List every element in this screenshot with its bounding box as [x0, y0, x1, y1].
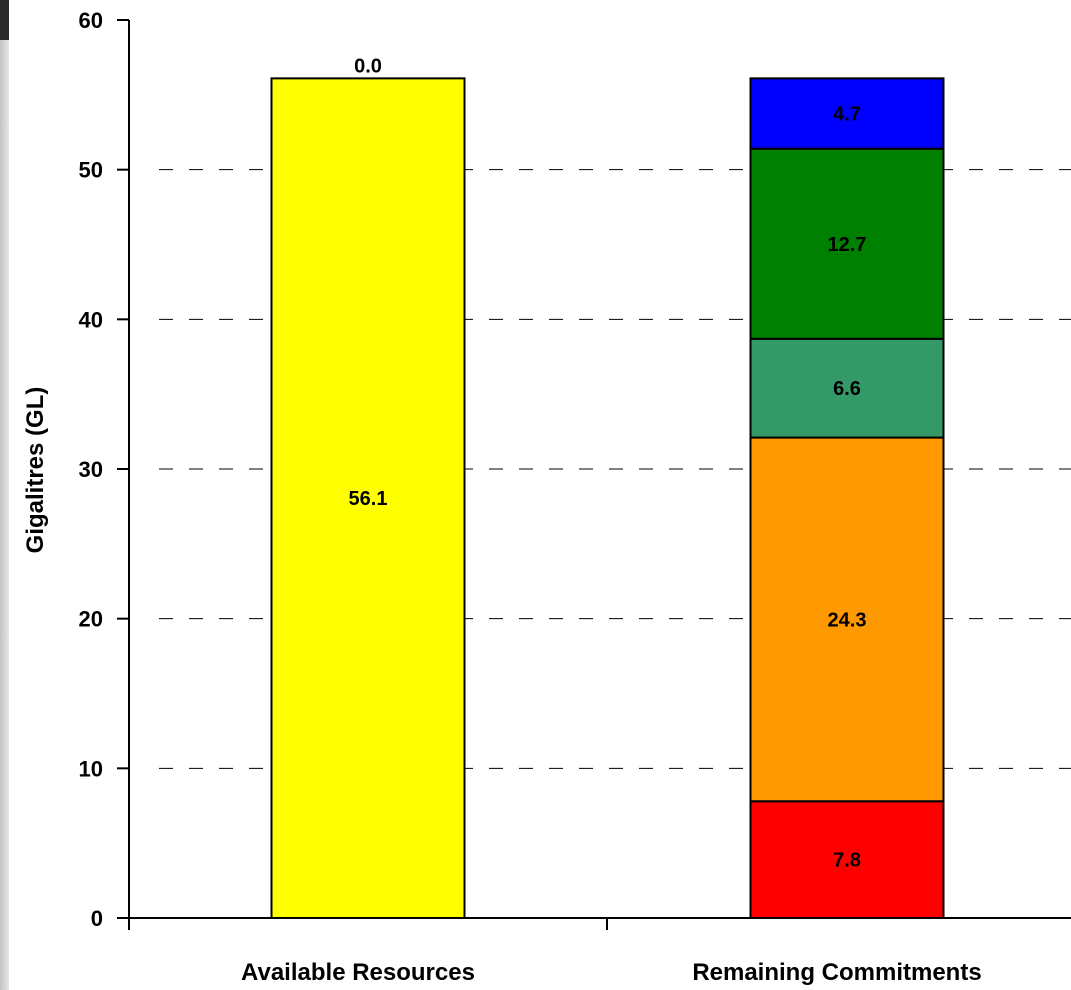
labels: 56.1 7.8 24.3 6.6 12.7 4.7 0.0 0 10 20 30 40 50 60 Ava…: [22, 8, 982, 986]
window-edge: [0, 0, 9, 990]
data-label: 6.6: [833, 378, 861, 400]
y-tick-label: 0: [91, 906, 103, 931]
x-category-label: Remaining Commitments: [692, 959, 981, 986]
x-category-label: Available Resources: [241, 959, 475, 986]
bars: [270, 77, 945, 920]
y-tick-label: 50: [79, 158, 103, 183]
data-label: 12.7: [828, 234, 867, 256]
y-axis-title: Gigalitres (GL): [22, 387, 49, 554]
bar-segment: [749, 147, 945, 340]
annotation-label: 0.0: [354, 55, 382, 77]
bar-segment: [749, 337, 945, 439]
y-tick-label: 10: [79, 756, 103, 781]
data-label: 7.8: [833, 850, 861, 872]
y-tick-label: 40: [79, 307, 103, 332]
data-label: 56.1: [349, 488, 388, 510]
y-tick-label: 20: [79, 607, 103, 632]
y-tick-label: 60: [79, 8, 103, 33]
data-label: 24.3: [828, 609, 867, 631]
bar-segment: [749, 436, 945, 803]
window-edge-dark: [0, 0, 9, 40]
bar-segment: [749, 77, 945, 150]
data-label: 4.7: [833, 104, 861, 126]
y-tick-label: 30: [79, 457, 103, 482]
axes: [117, 19, 1071, 930]
bar-segment: [270, 77, 466, 920]
